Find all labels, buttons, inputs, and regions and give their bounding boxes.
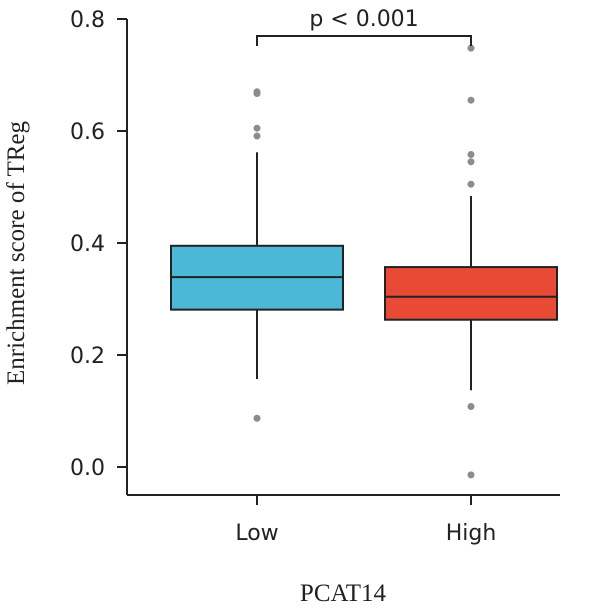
axes	[126, 19, 560, 496]
outlier-point	[467, 471, 475, 479]
outlier-point	[253, 414, 261, 422]
y-tick-label: 0.8	[70, 8, 105, 33]
x-tick-label: High	[446, 521, 497, 546]
boxes	[170, 44, 558, 479]
x-axis-title: PCAT14	[300, 580, 387, 607]
y-axis-title: Enrichment score of TReg	[3, 120, 30, 385]
y-tick-label: 0.2	[70, 344, 105, 369]
y-tick-label: 0.6	[70, 120, 105, 145]
y-tick-label: 0.4	[70, 232, 105, 257]
x-ticks: Low High	[235, 495, 496, 546]
box-group-high	[384, 44, 558, 479]
significance-annotation: p < 0.001	[256, 7, 472, 46]
outlier-point	[467, 44, 475, 52]
y-ticks: 0.0 0.2 0.4 0.6 0.8	[70, 8, 127, 481]
box-group-low	[170, 88, 344, 422]
outlier-point	[467, 158, 475, 166]
box-iqr	[384, 266, 558, 321]
outlier-point	[467, 96, 475, 104]
outlier-point	[253, 89, 261, 97]
outlier-point	[467, 151, 475, 159]
outlier-point	[467, 403, 475, 411]
p-value-label: p < 0.001	[309, 7, 418, 32]
outlier-point	[467, 180, 475, 188]
x-tick-label: Low	[235, 521, 278, 546]
outlier-point	[253, 124, 261, 132]
outlier-point	[253, 132, 261, 140]
y-tick-label: 0.0	[70, 456, 105, 481]
significance-bracket	[256, 35, 472, 46]
